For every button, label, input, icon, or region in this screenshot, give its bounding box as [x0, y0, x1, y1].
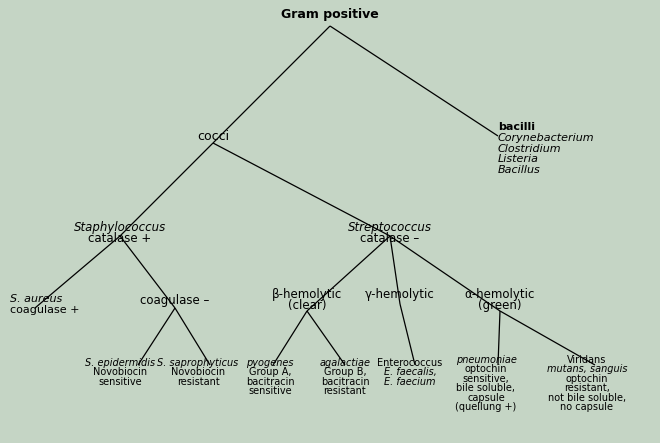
Text: sensitive: sensitive [98, 377, 142, 387]
Text: S. aureus: S. aureus [10, 294, 62, 304]
Text: resistant,: resistant, [564, 383, 610, 393]
Text: resistant: resistant [177, 377, 219, 387]
Text: E. faecium: E. faecium [384, 377, 436, 387]
Text: Group B,: Group B, [323, 367, 366, 377]
Text: bile soluble,: bile soluble, [457, 383, 515, 393]
Text: Enterococcus: Enterococcus [378, 358, 443, 368]
Text: optochin: optochin [566, 374, 609, 384]
Text: agalactiae: agalactiae [319, 358, 370, 368]
Text: (quellung +): (quellung +) [455, 402, 517, 412]
Text: resistant: resistant [323, 386, 366, 396]
Text: E. faecalis,: E. faecalis, [383, 367, 436, 377]
Text: capsule: capsule [467, 393, 505, 403]
Text: S. epidermidis: S. epidermidis [85, 358, 155, 368]
Text: bacitracin: bacitracin [246, 377, 294, 387]
Text: Corynebacterium: Corynebacterium [498, 133, 595, 143]
Text: β-hemolytic: β-hemolytic [272, 288, 342, 301]
Text: coagulase +: coagulase + [10, 305, 79, 315]
Text: γ-hemolytic: γ-hemolytic [365, 288, 435, 301]
Text: Novobiocin: Novobiocin [171, 367, 225, 377]
Text: mutans, sanguis: mutans, sanguis [546, 365, 627, 374]
Text: catalase +: catalase + [88, 233, 152, 245]
Text: not bile soluble,: not bile soluble, [548, 393, 626, 403]
Text: cocci: cocci [197, 130, 229, 143]
Text: Bacillus: Bacillus [498, 165, 541, 175]
Text: Group A,: Group A, [249, 367, 291, 377]
Text: α-hemolytic: α-hemolytic [465, 288, 535, 301]
Text: (clear): (clear) [288, 299, 326, 312]
Text: optochin: optochin [465, 365, 508, 374]
Text: no capsule: no capsule [560, 402, 614, 412]
Text: Viridans: Viridans [568, 355, 607, 365]
Text: coagulase –: coagulase – [141, 294, 210, 307]
Text: Streptococcus: Streptococcus [348, 221, 432, 234]
Text: Gram positive: Gram positive [281, 8, 379, 21]
Text: pyogenes: pyogenes [246, 358, 294, 368]
Text: catalase –: catalase – [360, 233, 420, 245]
Text: pneumoniae: pneumoniae [455, 355, 516, 365]
Text: Staphylococcus: Staphylococcus [74, 221, 166, 234]
Text: Listeria: Listeria [498, 155, 539, 164]
Text: bacitracin: bacitracin [321, 377, 370, 387]
Text: Novobiocin: Novobiocin [93, 367, 147, 377]
Text: bacilli: bacilli [498, 122, 535, 132]
Text: S. saprophyticus: S. saprophyticus [157, 358, 239, 368]
Text: (green): (green) [478, 299, 522, 312]
Text: Clostridium: Clostridium [498, 144, 562, 154]
Text: sensitive: sensitive [248, 386, 292, 396]
Text: sensitive,: sensitive, [463, 374, 510, 384]
